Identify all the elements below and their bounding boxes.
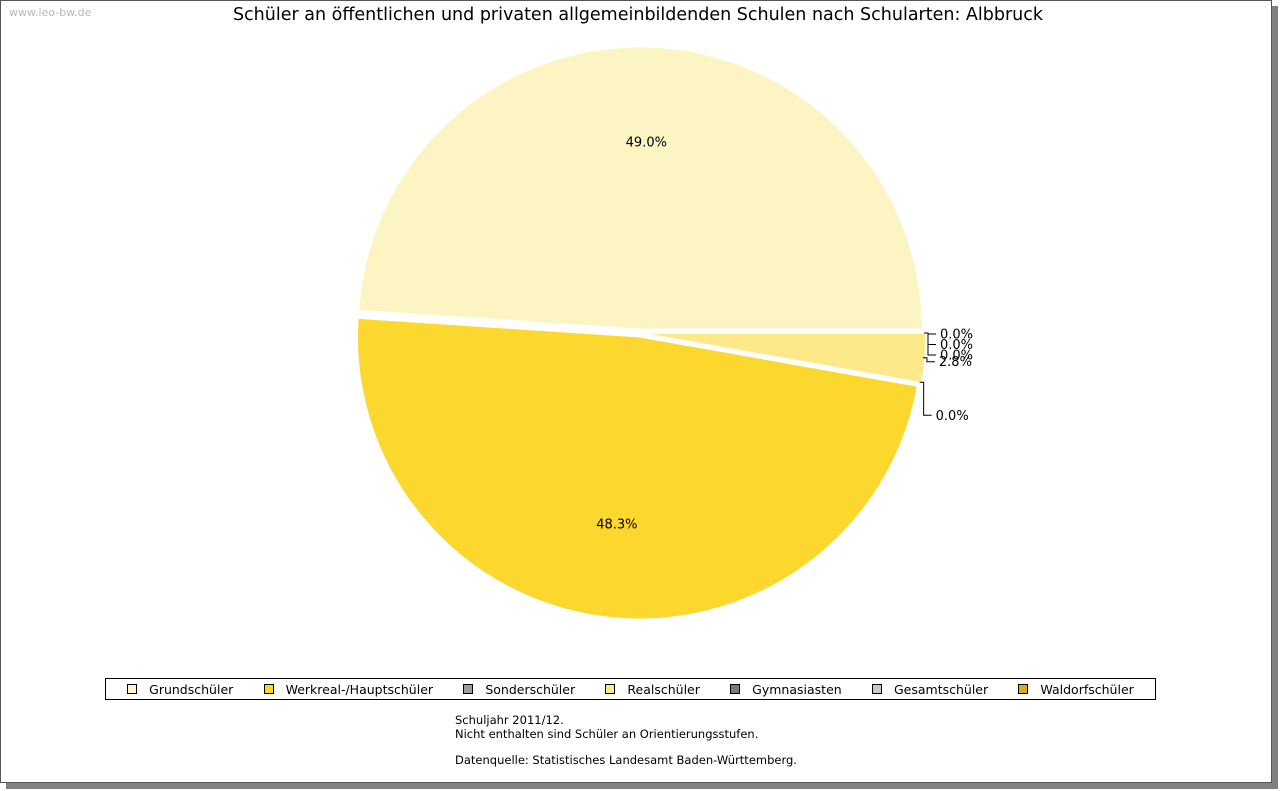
leader-line-2 <box>919 381 932 416</box>
footnote: Schuljahr 2011/12. Nicht enthalten sind … <box>455 713 797 768</box>
legend-item-1: Werkreal-/Hauptschüler <box>263 681 434 697</box>
leader-line-6 <box>924 332 936 356</box>
footnote-school-year: Schuljahr 2011/12. <box>455 713 564 727</box>
legend-item-2: Sonderschüler <box>463 682 575 697</box>
legend-swatch-3 <box>605 684 616 694</box>
legend-swatch-5 <box>871 684 882 694</box>
pie-label-1: 48.3% <box>596 517 637 532</box>
legend-label-6: Waldorfschüler <box>1040 681 1134 697</box>
legend-item-5: Gesamtschüler <box>871 681 989 697</box>
legend-swatch-6 <box>1018 684 1029 694</box>
legend-item-4: Gymnasiasten <box>730 682 842 697</box>
pie-label-5: 0.0% <box>940 338 973 353</box>
legend-item-0: Grundschüler <box>127 682 233 697</box>
legend-label-3: Realschüler <box>627 681 700 697</box>
legend-label-1: Werkreal-/Hauptschüler <box>285 681 434 697</box>
legend-label-2: Sonderschüler <box>485 681 576 697</box>
pie-label-4: 0.0% <box>940 328 973 343</box>
pie-label-3: 2.8% <box>939 355 972 370</box>
legend-swatch-0 <box>127 684 138 694</box>
chart-title: Schüler an öffentlichen und privaten all… <box>232 5 1044 25</box>
pie-slice-1 <box>357 317 918 620</box>
legend: Grundschüler Werkreal-/Hauptschüler Sonder… <box>105 678 1156 700</box>
legend-label-5: Gesamtschüler <box>893 681 989 697</box>
legend-swatch-1 <box>263 684 274 694</box>
legend-item-6: Waldorfschüler <box>1018 681 1134 697</box>
leader-line-3 <box>922 357 935 363</box>
legend-label-0: Grundschüler <box>149 681 234 697</box>
footnote-source: Datenquelle: Statistisches Landesamt Bad… <box>455 753 797 767</box>
legend-swatch-2 <box>463 684 474 694</box>
pie-chart: 49.0%48.3%0.0%0.0%0.0%2.8%0.0% <box>357 46 973 620</box>
legend-item-3: Realschüler <box>605 681 700 697</box>
pie-label-0: 49.0% <box>626 135 667 150</box>
watermark: www.leo-bw.de <box>9 6 92 19</box>
legend-label-4: Gymnasiasten <box>752 681 842 697</box>
legend-swatch-4 <box>730 684 741 694</box>
footnote-exclusion: Nicht enthalten sind Schüler an Orientie… <box>455 726 759 741</box>
pie-label-6: 0.0% <box>940 349 973 364</box>
pie-label-2: 0.0% <box>936 409 969 424</box>
pie-slice-0 <box>358 46 923 330</box>
